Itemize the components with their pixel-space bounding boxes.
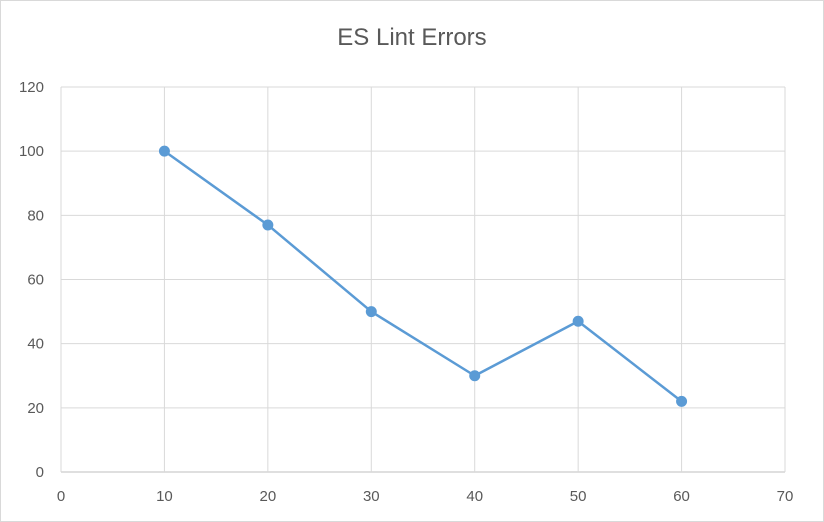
x-tick-label-50: 50 [570,488,587,505]
data-point-50 [572,315,584,327]
x-tick-label-40: 40 [466,488,483,505]
x-axis-tick-labels: 0 10 20 30 40 50 60 70 [57,488,794,505]
chart-title: ES Lint Errors [337,24,487,51]
x-tick-label-0: 0 [57,488,65,505]
x-tick-label-60: 60 [673,488,690,505]
y-tick-label-0: 0 [36,464,44,481]
x-tick-label-10: 10 [156,488,173,505]
y-tick-label-40: 40 [27,336,44,353]
gridlines [60,86,786,473]
series-line-0 [163,150,683,403]
data-point-20 [262,219,274,231]
y-tick-label-80: 80 [27,207,44,224]
data-point-60 [676,395,688,407]
data-point-30 [365,306,377,318]
series-group [158,145,688,407]
data-point-10 [158,145,170,157]
y-tick-label-100: 100 [19,143,44,160]
x-tick-label-70: 70 [777,488,794,505]
y-tick-label-60: 60 [27,272,44,289]
y-tick-label-120: 120 [19,79,44,96]
x-tick-label-20: 20 [260,488,277,505]
x-tick-label-30: 30 [363,488,380,505]
data-point-40 [469,370,481,382]
y-tick-label-20: 20 [27,400,44,417]
y-axis-tick-labels: 0 20 40 60 80 100 120 [19,79,44,481]
